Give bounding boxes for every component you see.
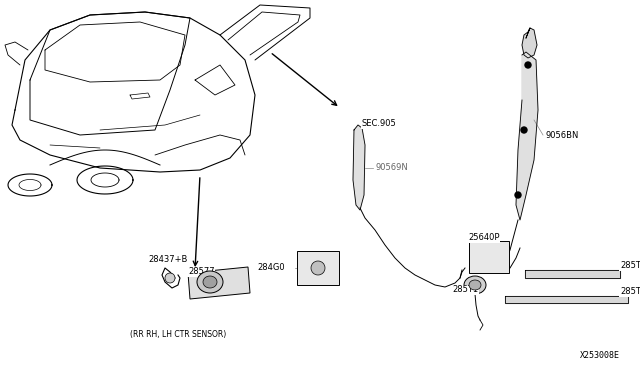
Text: 28577: 28577 [188, 267, 214, 276]
Circle shape [165, 273, 175, 283]
Polygon shape [353, 125, 365, 210]
Text: 284G0: 284G0 [257, 263, 285, 273]
Circle shape [311, 261, 325, 275]
Polygon shape [188, 267, 250, 299]
Text: 285T2: 285T2 [620, 288, 640, 296]
Ellipse shape [197, 271, 223, 293]
Polygon shape [522, 28, 537, 58]
Polygon shape [505, 296, 628, 303]
Text: 285T1: 285T1 [452, 285, 478, 295]
Text: (RR RH, LH CTR SENSOR): (RR RH, LH CTR SENSOR) [130, 330, 227, 340]
Text: 28437+B: 28437+B [148, 256, 188, 264]
Text: 9056BN: 9056BN [545, 131, 579, 140]
Circle shape [525, 62, 531, 68]
Polygon shape [516, 52, 538, 220]
Text: 25640P: 25640P [468, 234, 499, 243]
Ellipse shape [464, 276, 486, 294]
Text: 285T2+A: 285T2+A [620, 262, 640, 270]
FancyBboxPatch shape [297, 251, 339, 285]
Text: SEC.905: SEC.905 [362, 119, 397, 128]
Ellipse shape [203, 276, 217, 288]
Polygon shape [525, 270, 620, 278]
Ellipse shape [469, 280, 481, 290]
Circle shape [521, 127, 527, 133]
FancyBboxPatch shape [469, 241, 509, 273]
Circle shape [515, 192, 521, 198]
Text: 90569N: 90569N [375, 164, 408, 173]
Text: X253008E: X253008E [580, 351, 620, 360]
